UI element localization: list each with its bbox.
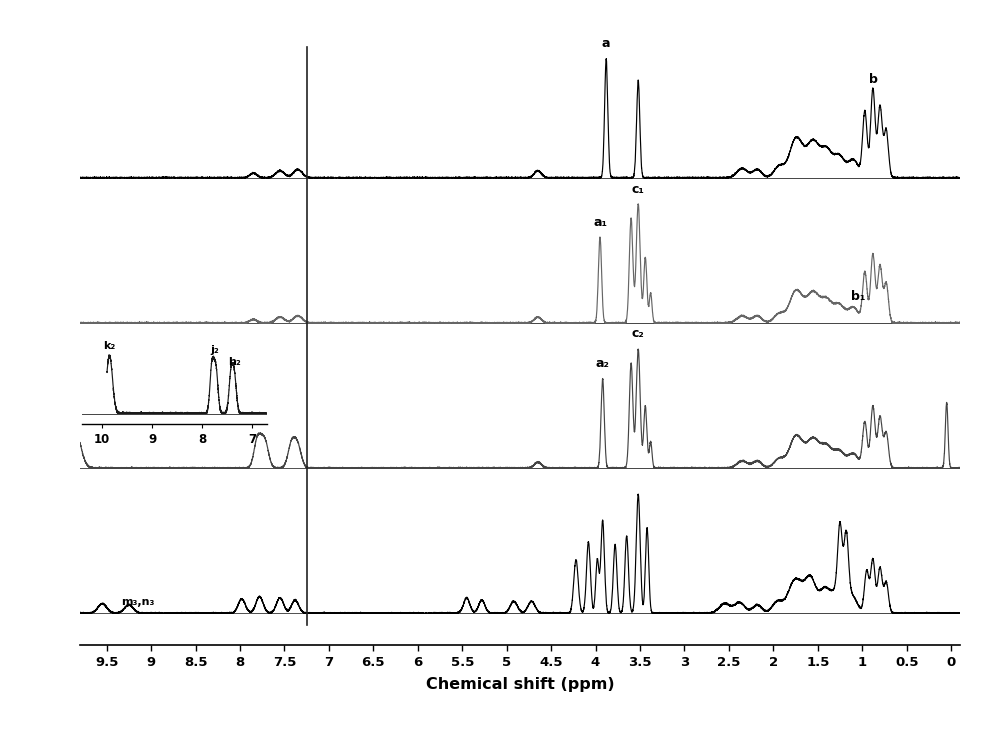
Text: h₂: h₂ xyxy=(228,356,241,367)
Text: c₂: c₂ xyxy=(632,327,645,340)
Text: a₁: a₁ xyxy=(593,217,607,230)
Text: j₂: j₂ xyxy=(210,345,219,355)
Text: a₂: a₂ xyxy=(596,357,610,370)
Text: c₁: c₁ xyxy=(632,183,645,196)
Text: m₃,n₃: m₃,n₃ xyxy=(121,598,154,607)
Text: a: a xyxy=(602,37,610,50)
Text: b₁: b₁ xyxy=(851,290,865,303)
Text: k₂: k₂ xyxy=(103,341,116,351)
X-axis label: Chemical shift (ppm): Chemical shift (ppm) xyxy=(426,677,614,692)
Text: b: b xyxy=(869,73,878,86)
